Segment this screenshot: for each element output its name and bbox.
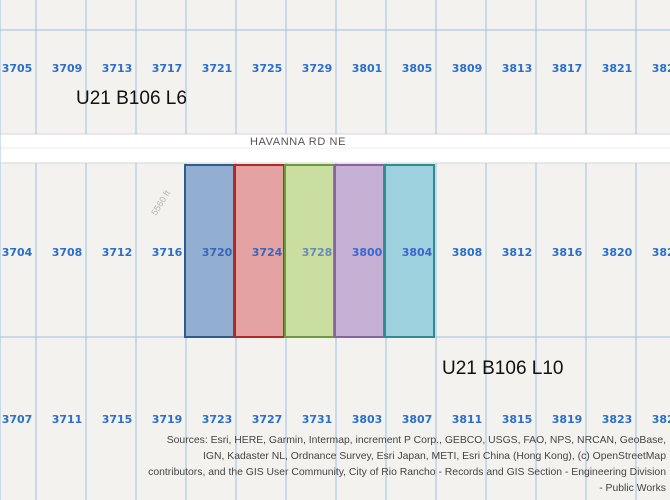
house-number-middle-3820: 3820	[602, 246, 633, 259]
house-number-middle-3724: 3724	[252, 246, 283, 259]
road-name-label: HAVANNA RD NE	[250, 136, 346, 148]
house-number-bottom-3727: 3727	[252, 413, 283, 426]
house-numbers-middle-row: 3704 3708 3712 3716 3720 3724 3728 3800 3804 3808…	[2, 246, 670, 259]
highlighted-parcels[interactable]	[184, 164, 435, 338]
house-number-middle-3708: 3708	[52, 246, 83, 259]
house-number-bottom-3823: 3823	[602, 413, 633, 426]
house-number-bottom-3707: 3707	[2, 413, 33, 426]
map-attribution: Sources: Esri, HERE, Garmin, Intermap, i…	[148, 435, 666, 494]
house-number-middle-3716: 3716	[152, 246, 183, 259]
house-number-bottom-3827: 3827	[652, 413, 670, 426]
house-number-top-3805: 3805	[402, 62, 433, 75]
house-number-middle-3808: 3808	[452, 246, 483, 259]
house-number-middle-3812: 3812	[502, 246, 533, 259]
house-number-middle-3712: 3712	[102, 246, 133, 259]
house-number-middle-3704: 3704	[2, 246, 33, 259]
house-numbers-bottom-row: 3707 3711 3715 3719 3723 3727 3731 3803 3807 3811…	[2, 413, 670, 426]
house-number-bottom-3731: 3731	[302, 413, 333, 426]
house-number-top-3809: 3809	[452, 62, 483, 75]
house-number-bottom-3807: 3807	[402, 413, 433, 426]
house-number-top-3725: 3725	[252, 62, 283, 75]
house-number-middle-3728: 3728	[302, 246, 333, 259]
house-number-middle-3804: 3804	[402, 246, 433, 259]
house-number-bottom-3723: 3723	[202, 413, 233, 426]
house-number-top-3801: 3801	[352, 62, 383, 75]
house-numbers-top-row: 3705 3709 3713 3717 3721 3725 3729 3801 3805 3809…	[2, 62, 670, 75]
house-number-bottom-3715: 3715	[102, 413, 133, 426]
lot-label-bottom: U21 B106 L10	[442, 358, 564, 379]
house-number-top-3717: 3717	[152, 62, 183, 75]
lot-label-top: U21 B106 L6	[76, 88, 187, 109]
house-number-bottom-3815: 3815	[502, 413, 533, 426]
highlighted-parcel-3720[interactable]	[184, 164, 235, 338]
house-number-top-3813: 3813	[502, 62, 533, 75]
house-number-middle-3800: 3800	[352, 246, 383, 259]
house-number-top-3705: 3705	[2, 62, 33, 75]
highlighted-parcel-3804[interactable]	[384, 164, 435, 338]
house-number-bottom-3711: 3711	[52, 413, 83, 426]
house-number-middle-3816: 3816	[552, 246, 583, 259]
house-number-top-3825: 3825	[652, 62, 670, 75]
house-number-bottom-3819: 3819	[552, 413, 583, 426]
house-number-top-3817: 3817	[552, 62, 583, 75]
highlighted-parcel-3728[interactable]	[284, 164, 335, 338]
house-number-middle-3824: 3824	[652, 246, 670, 259]
house-number-top-3729: 3729	[302, 62, 333, 75]
house-number-bottom-3803: 3803	[352, 413, 383, 426]
house-number-top-3821: 3821	[602, 62, 633, 75]
house-number-bottom-3811: 3811	[452, 413, 483, 426]
house-number-top-3713: 3713	[102, 62, 133, 75]
house-number-bottom-3719: 3719	[152, 413, 183, 426]
house-number-middle-3720: 3720	[202, 246, 233, 259]
house-number-top-3709: 3709	[52, 62, 83, 75]
house-number-top-3721: 3721	[202, 62, 233, 75]
